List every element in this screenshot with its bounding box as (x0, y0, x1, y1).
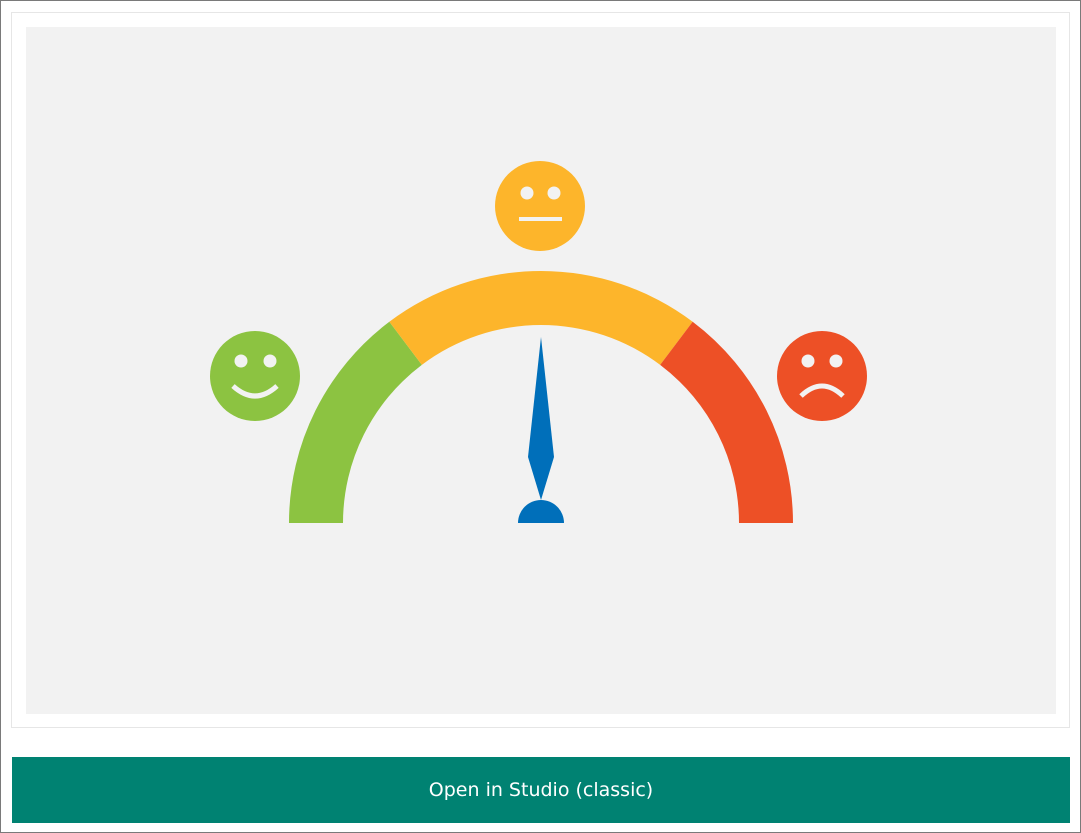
gauge-needle (518, 337, 564, 523)
gauge-segment-bad (660, 321, 793, 523)
open-in-studio-button[interactable]: Open in Studio (classic) (12, 757, 1070, 823)
needle-hub (518, 500, 564, 523)
gauge-segment-good (289, 321, 422, 523)
gauge-illustration (26, 27, 1056, 714)
happy-face-icon (210, 331, 300, 421)
sad-face-icon (777, 331, 867, 421)
neutral-face-icon (495, 161, 585, 251)
gauge-svg (210, 161, 867, 523)
preview-card (11, 12, 1070, 728)
gauge-segment-neutral (389, 271, 693, 365)
